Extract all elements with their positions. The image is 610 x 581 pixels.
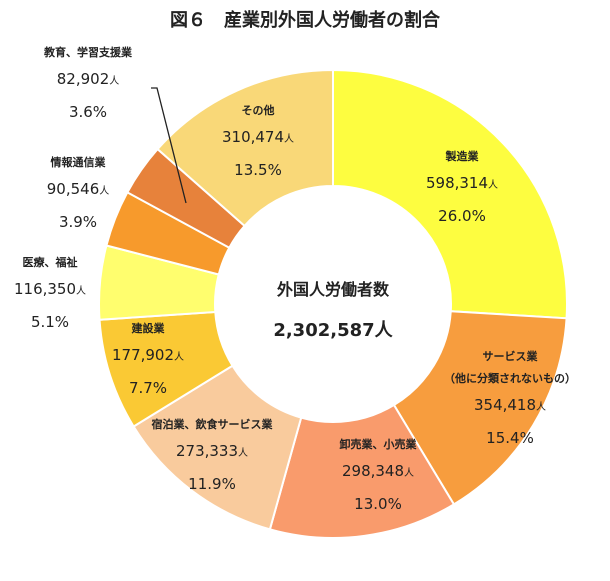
slice-label-4: 建設業 177,902人 7.7% [112, 322, 184, 399]
category-name: 情報通信業 [50, 156, 106, 169]
count-value: 354,418人 [473, 396, 547, 414]
category-name: サービス業 [482, 350, 538, 363]
count-value: 90,546人 [46, 180, 110, 198]
slice-label-8: その他 310,474人 13.5% [222, 104, 294, 181]
percent-value: 15.4% [486, 429, 534, 447]
percent-value: 11.9% [188, 475, 236, 493]
category-name-sub: （他に分類されないもの） [444, 372, 576, 385]
count-value: 298,348人 [341, 462, 415, 480]
slice-label-5: 医療、福祉 116,350人 5.1% [14, 256, 86, 333]
count-value: 116,350人 [13, 280, 87, 298]
category-name: 製造業 [445, 150, 479, 163]
percent-value: 7.7% [128, 379, 168, 397]
category-name: 医療、福祉 [22, 256, 78, 269]
percent-value: 3.9% [58, 213, 98, 231]
percent-value: 26.0% [438, 207, 486, 225]
slice-label-2: 卸売業、小売業 298,348人 13.0% [340, 438, 417, 515]
count-value: 82,902人 [56, 70, 120, 88]
percent-value: 3.6% [68, 103, 108, 121]
slice-1 [392, 310, 568, 506]
chart-title: 図６ 産業別外国人労働者の割合 [170, 10, 440, 31]
category-name: 宿泊業、飲食サービス業 [151, 418, 273, 431]
slice-label-6: 情報通信業 90,546人 3.9% [47, 156, 110, 233]
center-label: 外国人労働者数 [276, 280, 390, 299]
percent-value: 13.5% [234, 161, 282, 179]
center-value: 2,302,587人 [273, 320, 393, 341]
percent-value: 5.1% [30, 313, 70, 331]
count-value: 273,333人 [175, 442, 249, 460]
center-total: 外国人労働者数 2,302,587人 [273, 276, 392, 342]
category-name: 卸売業、小売業 [339, 438, 417, 451]
category-name: 教育、学習支援業 [44, 46, 132, 59]
slice-label-3: 宿泊業、飲食サービス業 273,333人 11.9% [152, 418, 273, 495]
category-name: その他 [241, 104, 275, 117]
count-value: 598,314人 [425, 174, 499, 192]
leader-line [151, 87, 187, 204]
count-value: 177,902人 [111, 346, 185, 364]
percent-value: 13.0% [354, 495, 402, 513]
slice-0 [332, 68, 568, 320]
slice-label-7: 教育、学習支援業 82,902人 3.6% [44, 46, 132, 123]
slice-label-0: 製造業 598,314人 26.0% [426, 150, 498, 227]
slice-label-1: サービス業 （他に分類されないもの） 354,418人 15.4% [444, 350, 576, 449]
count-value: 310,474人 [221, 128, 295, 146]
category-name: 建設業 [131, 322, 165, 335]
slice-8 [156, 68, 334, 228]
